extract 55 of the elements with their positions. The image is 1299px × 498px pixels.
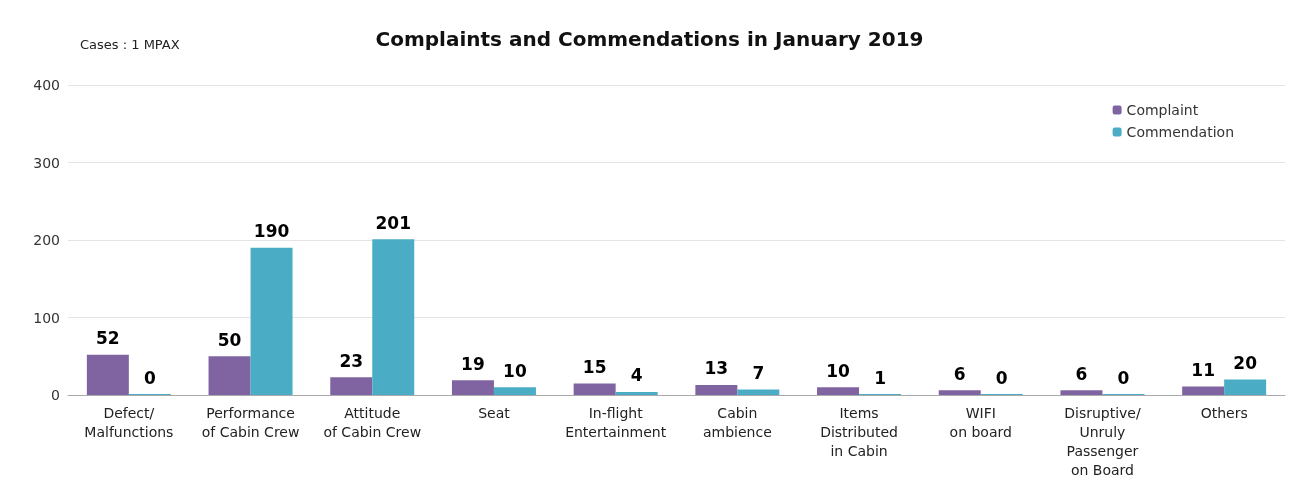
bar (573, 383, 616, 395)
bar (86, 354, 129, 395)
x-tick-label: Others (1200, 404, 1248, 421)
x-tick-label: Disruptive/ Unruly Passenger on Board (1064, 404, 1141, 478)
x-tick-label: Defect/ Malfunctions (84, 404, 174, 440)
data-label: 11 (1191, 359, 1215, 380)
bar (695, 384, 738, 395)
data-label: 52 (96, 328, 120, 349)
bar (938, 390, 981, 395)
y-tick-label: 400 (33, 77, 60, 93)
data-label: 0 (143, 367, 156, 388)
data-label: 4 (630, 365, 643, 386)
data-label: 7 (752, 363, 765, 384)
legend-label: Complaint (1126, 102, 1199, 118)
data-label: 201 (375, 212, 411, 233)
data-label: 6 (953, 363, 966, 384)
data-label: 50 (217, 329, 242, 350)
bar (737, 389, 780, 395)
data-label: 13 (704, 358, 729, 379)
bar (1182, 386, 1225, 395)
data-label: 1 (874, 367, 886, 388)
data-label: 0 (995, 367, 1008, 388)
bar (615, 391, 658, 395)
data-label: 15 (582, 356, 607, 377)
bar (372, 239, 415, 395)
bar (330, 377, 373, 395)
bar (250, 247, 293, 395)
data-label: 19 (461, 353, 485, 374)
data-label: 10 (826, 360, 851, 381)
data-label: 20 (1233, 353, 1258, 373)
legend-label: Commendation (1126, 124, 1234, 140)
x-tick-label: Attitude of Cabin Crew (323, 404, 422, 440)
x-tick-label: Performance of Cabin Crew (201, 404, 300, 440)
y-tick-label: 200 (33, 232, 60, 248)
bar (1060, 390, 1103, 395)
bar (208, 356, 251, 395)
x-tick-label: Seat (478, 404, 511, 421)
data-label: 6 (1075, 363, 1088, 384)
bar (493, 387, 536, 395)
y-tick-label: 300 (33, 154, 60, 171)
chart-title: Complaints and Commendations in January 2019 (375, 27, 924, 51)
data-label: 10 (503, 360, 527, 381)
data-label: 190 (253, 221, 290, 242)
bar (451, 380, 494, 395)
bar (817, 387, 860, 395)
data-label: 23 (339, 350, 364, 371)
y-tick-label: 100 (33, 309, 60, 326)
text: Cases : 1 MPAX (80, 37, 180, 52)
x-tick-label: Cabin ambience (702, 404, 772, 440)
data-label: 0 (1117, 367, 1130, 388)
bar (1224, 379, 1267, 395)
x-tick-label: In-flight Entertainment (565, 404, 667, 440)
y-tick-label: 0 (51, 387, 60, 403)
x-tick-label: Items Distributed in Cabin (820, 404, 898, 459)
x-tick-label: WIFI on board (949, 404, 1012, 440)
